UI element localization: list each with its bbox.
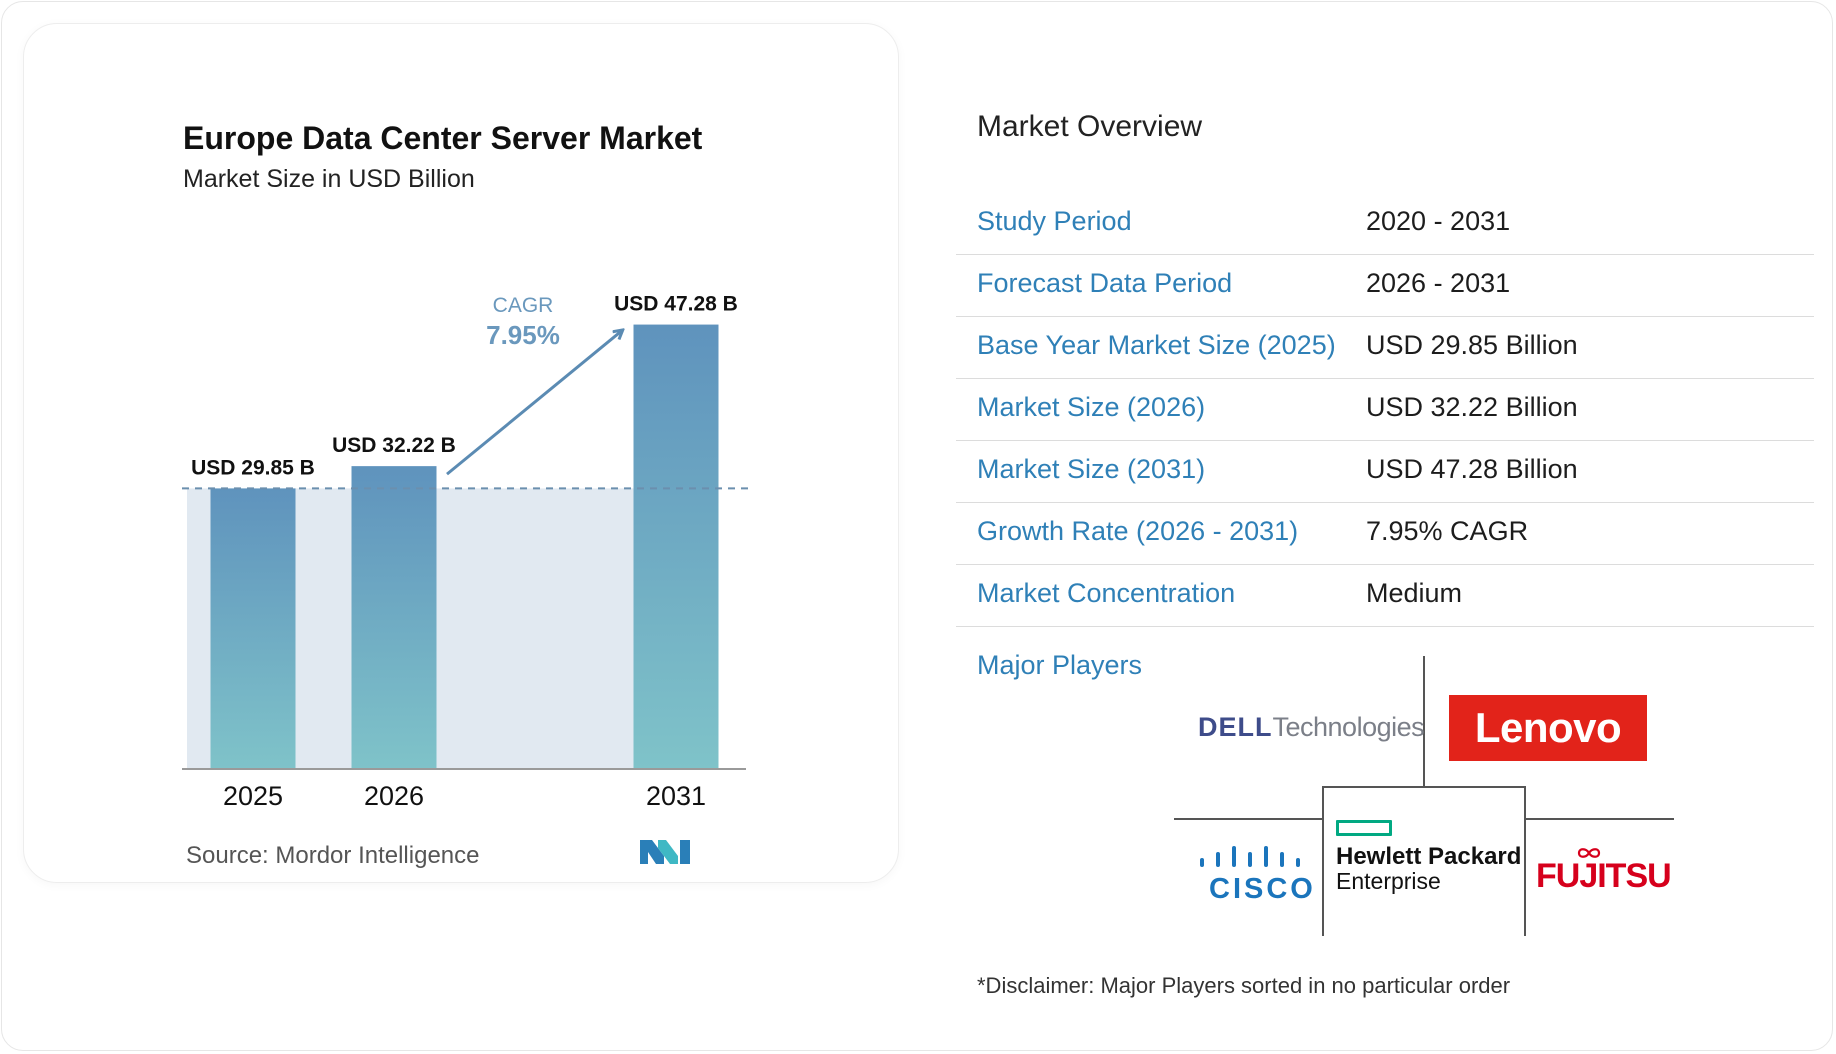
overview-label: Growth Rate (2026 - 2031) xyxy=(977,516,1299,546)
hpe-logo-line2: Enterprise xyxy=(1336,868,1441,894)
dell-technologies-logo: DELLTechnologies xyxy=(1198,712,1425,742)
x-tick-label: 2031 xyxy=(646,781,706,811)
bar-chart: USD 29.85 B 2025 USD 32.22 B 2026 USD 47.28 … xyxy=(182,293,748,811)
bar-value-label: USD 32.22 B xyxy=(332,434,456,457)
overview-value: USD 29.85 Billion xyxy=(1366,330,1578,360)
bar-2031 xyxy=(633,324,719,769)
logo-grid-divider xyxy=(1423,656,1425,787)
overview-row-market-size-2031: Market Size (2031) USD 47.28 Billion xyxy=(956,440,1814,503)
hpe-logo-line1: Hewlett Packard xyxy=(1336,843,1522,870)
mordor-intelligence-logo-icon xyxy=(640,840,690,864)
overview-row-market-size-2026: Market Size (2026) USD 32.22 Billion xyxy=(956,378,1814,441)
overview-row-growth-rate: Growth Rate (2026 - 2031) 7.95% CAGR xyxy=(956,502,1814,565)
overview-value: Medium xyxy=(1366,578,1463,608)
overview-row-market-concentration: Market Concentration Medium xyxy=(956,564,1814,627)
cagr-arrow xyxy=(446,331,622,476)
bar-value-label: USD 47.28 B xyxy=(614,293,738,316)
overview-row-forecast-period: Forecast Data Period 2026 - 2031 xyxy=(956,254,1814,317)
overview-label: Study Period xyxy=(977,206,1132,236)
disclaimer-note: *Disclaimer: Major Players sorted in no … xyxy=(977,973,1511,998)
overview-label: Market Size (2026) xyxy=(977,392,1206,422)
fujitsu-logo: FUJITSU xyxy=(1536,857,1672,895)
hpe-rectangle-icon xyxy=(1336,820,1392,836)
bar-2026 xyxy=(351,466,437,769)
cagr-label: CAGR xyxy=(493,294,554,317)
overview-label: Base Year Market Size (2025) xyxy=(977,330,1336,360)
x-tick-label: 2026 xyxy=(364,781,424,811)
market-overview-title: Market Overview xyxy=(977,110,1203,143)
overview-value: 7.95% CAGR xyxy=(1366,516,1529,546)
overview-label: Forecast Data Period xyxy=(977,268,1233,298)
logo-grid-divider xyxy=(1322,786,1526,788)
overview-value: 2020 - 2031 xyxy=(1366,206,1511,236)
overview-label: Market Size (2031) xyxy=(977,454,1206,484)
x-tick-label: 2025 xyxy=(223,781,283,811)
overview-row-base-year-size: Base Year Market Size (2025) USD 29.85 B… xyxy=(956,316,1814,379)
cisco-bars-icon xyxy=(1200,846,1300,867)
overview-value: USD 32.22 Billion xyxy=(1366,392,1578,422)
chart-title: Europe Data Center Server Market xyxy=(183,120,703,156)
overview-value: USD 47.28 Billion xyxy=(1366,454,1578,484)
fujitsu-infinity-icon xyxy=(1577,848,1601,858)
cisco-logo: CISCO xyxy=(1209,873,1316,905)
major-players-label: Major Players xyxy=(977,650,1143,680)
logo-grid-divider xyxy=(1322,786,1324,936)
overview-value: 2026 - 2031 xyxy=(1366,268,1511,298)
cagr-value: 7.95% xyxy=(486,320,560,350)
source-note: Source: Mordor Intelligence xyxy=(186,842,480,869)
logo-grid-divider xyxy=(1174,818,1322,820)
overview-label: Market Concentration xyxy=(977,578,1236,608)
chart-subtitle: Market Size in USD Billion xyxy=(183,165,475,193)
logo-grid-divider xyxy=(1524,818,1674,820)
bar-2025 xyxy=(210,488,296,769)
bar-value-label: USD 29.85 B xyxy=(191,456,315,479)
overview-row-study-period: Study Period 2020 - 2031 xyxy=(956,192,1814,255)
lenovo-logo: Lenovo xyxy=(1449,695,1647,761)
logo-grid-divider xyxy=(1524,786,1526,936)
